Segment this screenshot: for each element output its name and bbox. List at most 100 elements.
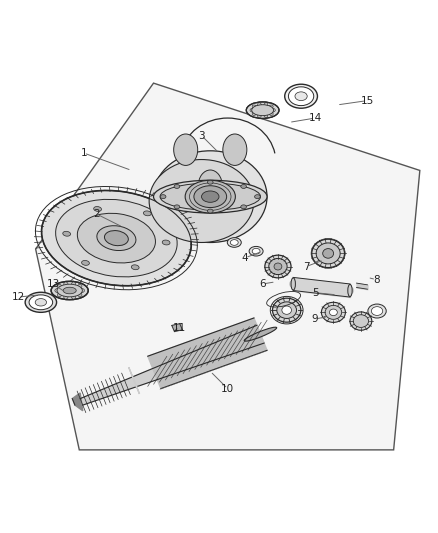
Ellipse shape (56, 199, 177, 277)
Polygon shape (35, 83, 420, 450)
Text: 13: 13 (46, 279, 60, 289)
Text: 6: 6 (259, 279, 266, 289)
Ellipse shape (241, 205, 247, 209)
Ellipse shape (277, 302, 297, 318)
Ellipse shape (104, 231, 128, 246)
Text: 14: 14 (308, 113, 321, 123)
Polygon shape (148, 318, 267, 389)
Ellipse shape (316, 243, 340, 264)
Ellipse shape (249, 246, 263, 256)
Ellipse shape (250, 108, 256, 112)
Text: 5: 5 (312, 288, 318, 298)
Ellipse shape (64, 293, 68, 300)
Ellipse shape (269, 108, 276, 112)
Ellipse shape (264, 103, 268, 109)
Ellipse shape (295, 92, 307, 101)
Ellipse shape (274, 263, 282, 270)
Ellipse shape (288, 87, 314, 106)
Ellipse shape (57, 291, 64, 296)
Ellipse shape (174, 134, 198, 165)
Ellipse shape (272, 298, 301, 322)
Text: 9: 9 (312, 314, 318, 324)
Text: 10: 10 (221, 384, 234, 394)
Ellipse shape (252, 105, 258, 110)
Ellipse shape (81, 261, 89, 265)
Ellipse shape (230, 240, 238, 245)
Ellipse shape (368, 304, 386, 318)
Ellipse shape (57, 284, 82, 297)
Ellipse shape (282, 306, 291, 314)
Text: 3: 3 (198, 131, 205, 141)
Ellipse shape (208, 209, 213, 213)
Ellipse shape (268, 105, 273, 110)
Ellipse shape (227, 238, 241, 247)
Ellipse shape (252, 111, 258, 116)
Ellipse shape (208, 180, 213, 184)
Text: 4: 4 (242, 253, 248, 263)
Polygon shape (80, 325, 264, 405)
Polygon shape (72, 393, 83, 411)
Ellipse shape (350, 312, 372, 330)
Ellipse shape (162, 240, 170, 245)
Text: 15: 15 (361, 95, 374, 106)
Ellipse shape (55, 288, 62, 293)
Ellipse shape (78, 213, 155, 263)
Ellipse shape (78, 288, 85, 293)
Ellipse shape (131, 265, 139, 270)
Ellipse shape (265, 255, 291, 278)
Ellipse shape (149, 159, 254, 243)
Ellipse shape (329, 309, 337, 316)
Ellipse shape (325, 305, 342, 319)
Ellipse shape (201, 191, 219, 203)
Text: 7: 7 (303, 262, 310, 271)
Text: 12: 12 (11, 292, 25, 302)
Ellipse shape (76, 285, 82, 290)
Ellipse shape (246, 102, 279, 118)
Ellipse shape (194, 185, 226, 207)
Ellipse shape (35, 298, 46, 306)
Text: 2: 2 (93, 209, 100, 219)
Ellipse shape (71, 282, 75, 288)
Ellipse shape (153, 180, 267, 213)
Ellipse shape (285, 84, 318, 108)
Ellipse shape (252, 248, 260, 254)
Ellipse shape (254, 195, 260, 199)
Polygon shape (172, 324, 182, 332)
Ellipse shape (97, 225, 136, 251)
Ellipse shape (323, 248, 334, 258)
Ellipse shape (321, 302, 346, 322)
Ellipse shape (160, 195, 166, 199)
Ellipse shape (269, 259, 287, 274)
Polygon shape (129, 367, 139, 394)
Ellipse shape (57, 285, 64, 290)
Ellipse shape (42, 190, 191, 286)
Ellipse shape (312, 239, 345, 268)
Ellipse shape (94, 206, 102, 212)
Ellipse shape (291, 278, 295, 290)
Ellipse shape (353, 315, 368, 327)
Text: 1: 1 (80, 148, 87, 158)
Ellipse shape (258, 112, 262, 118)
Ellipse shape (185, 180, 235, 213)
Ellipse shape (252, 105, 274, 116)
Ellipse shape (29, 295, 53, 310)
Ellipse shape (51, 281, 88, 300)
Ellipse shape (174, 184, 180, 189)
Ellipse shape (143, 211, 151, 216)
Text: 11: 11 (173, 322, 186, 333)
Text: 8: 8 (373, 274, 379, 285)
Ellipse shape (174, 205, 180, 209)
Ellipse shape (223, 134, 247, 165)
Ellipse shape (25, 292, 57, 312)
Ellipse shape (160, 183, 261, 210)
Ellipse shape (258, 103, 262, 109)
Ellipse shape (76, 291, 82, 296)
Ellipse shape (71, 293, 75, 300)
Ellipse shape (348, 285, 352, 297)
Ellipse shape (63, 287, 76, 294)
Ellipse shape (371, 306, 383, 316)
Ellipse shape (268, 111, 273, 116)
Ellipse shape (198, 170, 222, 201)
Ellipse shape (153, 151, 267, 243)
Ellipse shape (241, 184, 247, 189)
